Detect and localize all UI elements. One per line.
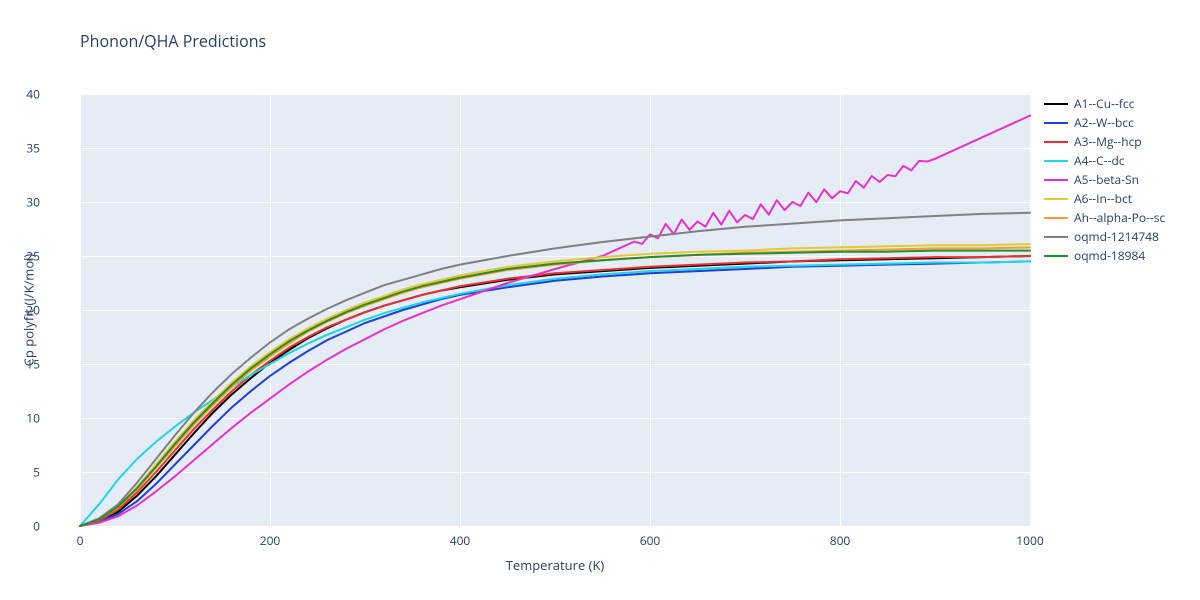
legend-item[interactable]: A5--beta-Sn (1044, 170, 1165, 189)
legend-label: oqmd-1214748 (1074, 228, 1159, 245)
legend-label: oqmd-18984 (1074, 247, 1145, 264)
legend-item[interactable]: A4--C--dc (1044, 151, 1165, 170)
legend-label: A1--Cu--fcc (1074, 95, 1134, 112)
legend-item[interactable]: A3--Mg--hcp (1044, 132, 1165, 151)
legend-label: A2--W--bcc (1074, 114, 1134, 131)
plot-area (80, 94, 1030, 526)
legend-swatch (1044, 198, 1068, 200)
legend-swatch (1044, 217, 1068, 219)
legend-label: A3--Mg--hcp (1074, 133, 1142, 150)
chart-title: Phonon/QHA Predictions (80, 30, 266, 52)
grid-h (80, 526, 1030, 527)
legend-label: A5--beta-Sn (1074, 171, 1139, 188)
legend[interactable]: A1--Cu--fcc A2--W--bcc A3--Mg--hcp A4--C--d… (1044, 94, 1165, 265)
series-line (80, 251, 1030, 526)
x-tick-label: 1000 (1016, 532, 1043, 549)
legend-swatch (1044, 103, 1068, 105)
series-line (80, 116, 1030, 526)
x-tick-label: 600 (640, 532, 661, 549)
legend-item[interactable]: Ah--alpha-Po--sc (1044, 208, 1165, 227)
legend-swatch (1044, 236, 1068, 238)
legend-item[interactable]: oqmd-1214748 (1044, 227, 1165, 246)
y-axis-label: Cp polyfit (J/K/mol) (18, 94, 38, 526)
legend-label: A4--C--dc (1074, 152, 1125, 169)
legend-item[interactable]: A6--In--bct (1044, 189, 1165, 208)
x-tick-label: 400 (450, 532, 471, 549)
legend-label: A6--In--bct (1074, 190, 1132, 207)
legend-label: Ah--alpha-Po--sc (1074, 209, 1165, 226)
x-axis-label: Temperature (K) (80, 556, 1030, 574)
legend-swatch (1044, 141, 1068, 143)
legend-swatch (1044, 122, 1068, 124)
x-tick-label: 0 (77, 532, 84, 549)
grid-v (1030, 94, 1031, 526)
chart-container: Phonon/QHA Predictions 0 200 400 600 800 1000… (0, 0, 1200, 600)
series-line (80, 244, 1030, 526)
legend-swatch (1044, 160, 1068, 162)
legend-item[interactable]: A1--Cu--fcc (1044, 94, 1165, 113)
x-tick-label: 200 (260, 532, 281, 549)
series-lines (80, 94, 1030, 526)
x-tick-label: 800 (830, 532, 851, 549)
series-line (80, 247, 1030, 526)
legend-swatch (1044, 179, 1068, 181)
legend-item[interactable]: oqmd-18984 (1044, 246, 1165, 265)
legend-item[interactable]: A2--W--bcc (1044, 113, 1165, 132)
legend-swatch (1044, 255, 1068, 257)
